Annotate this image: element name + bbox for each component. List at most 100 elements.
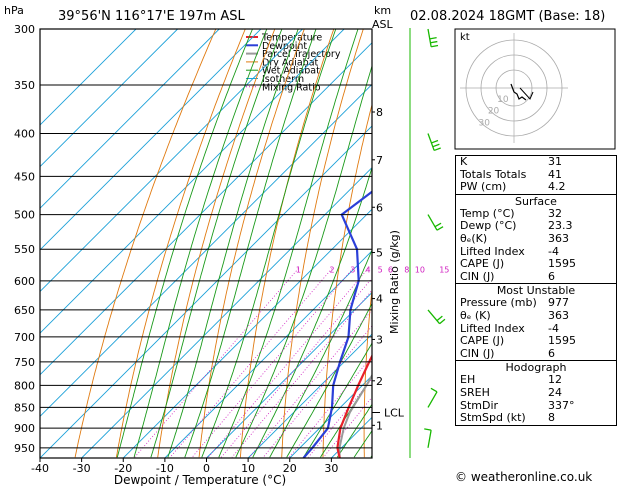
wet-adiabat-line — [269, 248, 372, 458]
parcel-trajectory-line — [338, 373, 372, 458]
pressure-tick-label: 700 — [14, 331, 35, 344]
pressure-tick-label: 850 — [14, 401, 35, 414]
dry-adiabat-line — [115, 29, 246, 458]
mixing-ratio-label: 3 — [350, 266, 355, 275]
surface-label: θₑ(K) — [460, 231, 488, 245]
hodograph-stat-row: StmSpd (kt) 8 — [456, 411, 616, 425]
index-label: K — [460, 155, 468, 168]
mixing-ratio-label: 8 — [404, 266, 409, 275]
most-unstable-label: CAPE (J) — [460, 334, 505, 348]
mixing-ratio-line — [288, 355, 372, 458]
mixing-ratio-line — [191, 268, 354, 458]
pressure-tick-label: 450 — [14, 170, 35, 183]
dry-adiabat-line — [322, 102, 372, 458]
hodograph-ring-label: 30 — [479, 118, 491, 128]
index-row: Totals Totals 41 — [456, 167, 616, 182]
isotherm-line — [247, 333, 372, 458]
pressure-tick-label: 400 — [14, 128, 35, 141]
index-value: 41 — [548, 167, 562, 181]
hodograph-stat-label: SREH — [460, 385, 490, 399]
wet-adiabat-line — [252, 166, 372, 458]
wet-adiabat-line — [201, 29, 337, 458]
surface-value: 6 — [548, 269, 555, 283]
most-unstable-label: Pressure (mb) — [460, 296, 537, 310]
hodograph-stat-value: 24 — [548, 385, 562, 399]
mixing-ratio-label: 5 — [378, 266, 383, 275]
surface-title: Surface — [515, 194, 557, 208]
hodograph-stat-row: EH 12 — [456, 374, 616, 387]
pressure-tick-label: 750 — [14, 356, 35, 369]
footer-credit: © weatheronline.co.uk — [455, 470, 593, 484]
wet-adiabat-line — [116, 29, 253, 458]
dry-adiabat-line — [404, 29, 452, 457]
most-unstable-label: θₑ (K) — [460, 308, 491, 322]
most-unstable-row: Lifted Index -4 — [456, 321, 616, 336]
hodograph-stat-label: EH — [460, 373, 476, 387]
wind-barb-flag — [433, 147, 441, 152]
km-tick-label: 3 — [376, 333, 383, 346]
pressure-tick-label: 600 — [14, 275, 35, 288]
wind-barb — [427, 133, 435, 151]
pressure-tick-label: 900 — [14, 422, 35, 435]
surface-label: Lifted Index — [460, 244, 525, 258]
hpa-label: hPa — [4, 4, 24, 17]
wet-adiabat-line — [133, 29, 268, 458]
legend-label: Dry Adiabat — [262, 57, 319, 68]
legend-label: Temperature — [261, 33, 322, 44]
wet-adiabat-line — [150, 29, 283, 458]
mixing-ratio-line — [231, 289, 372, 458]
x-axis-label: Dewpoint / Temperature (°C) — [114, 473, 286, 486]
hodograph-kt-label: kt — [460, 32, 470, 43]
surface-value: 1595 — [548, 257, 576, 271]
mixing-ratio-label: 6 — [388, 266, 393, 275]
mixing-ratio-label: 10 — [415, 266, 425, 275]
wind-barb-flag — [424, 428, 432, 431]
most-unstable-value: -4 — [548, 321, 559, 335]
mixing-ratio-line — [308, 378, 372, 458]
wind-barb — [427, 309, 441, 325]
dry-adiabat-line — [74, 29, 217, 458]
surface-label: Temp (°C) — [460, 206, 515, 220]
wind-barb-flag — [432, 143, 440, 148]
legend-label: Isotherm — [262, 74, 304, 85]
mixing-ratio-line — [249, 309, 372, 458]
wind-barb-flag — [434, 222, 442, 228]
dry-adiabat-line — [198, 29, 305, 458]
mixing-ratio-label: 2 — [329, 266, 334, 275]
location-title: 39°56'N 116°17'E 197m ASL — [58, 9, 246, 24]
hodograph-stat-value: 337° — [548, 398, 575, 412]
x-tick-label: -40 — [31, 462, 49, 475]
pressure-tick-label: 950 — [14, 442, 35, 455]
surface-value: 363 — [548, 231, 569, 245]
wind-barb-flag — [436, 226, 444, 231]
y2-axis-label: Mixing Ratio (g/kg) — [388, 230, 401, 334]
surface-row: Temp (°C) 32 — [456, 206, 616, 221]
isotherm-line — [122, 208, 372, 458]
km-tick-label: 8 — [376, 106, 383, 119]
mixing-ratio-label: 15 — [439, 266, 449, 275]
isotherm-line — [40, 29, 220, 209]
datetime-title: 02.08.2024 18GMT (Base: 18) — [410, 9, 605, 24]
isotherm-line — [40, 125, 372, 458]
x-tick-label: -10 — [156, 462, 174, 475]
km-tick-label: 4 — [376, 293, 383, 306]
wind-barb-flag — [436, 315, 443, 322]
surface-row: CIN (J) 6 — [456, 269, 616, 284]
isotherm-line — [40, 29, 345, 334]
most-unstable-value: 363 — [548, 308, 569, 322]
isotherm-line — [40, 42, 372, 376]
mixing-ratio-line — [262, 325, 372, 458]
wet-adiabat-line — [184, 29, 317, 458]
most-unstable-row: CAPE (J) 1595 — [456, 335, 616, 348]
wind-barb-flag — [430, 40, 438, 44]
hodograph-storm-vector — [519, 87, 534, 100]
surface-value: 32 — [548, 206, 562, 220]
asl-label: ASL — [372, 18, 394, 31]
wet-adiabat-line — [218, 29, 359, 458]
hodograph-ring-label: 10 — [497, 95, 509, 105]
hodograph-stat-value: 12 — [548, 373, 562, 387]
wet-adiabat-line — [235, 64, 372, 458]
most-unstable-label: Lifted Index — [460, 321, 525, 335]
